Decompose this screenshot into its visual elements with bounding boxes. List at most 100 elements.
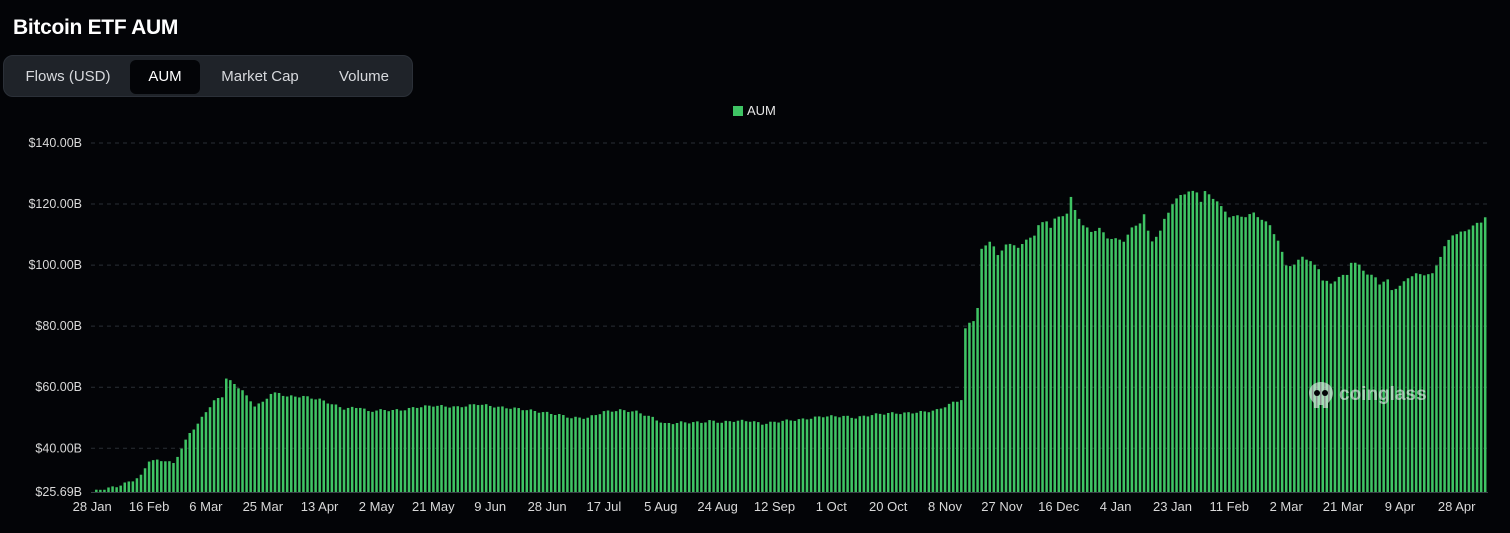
- aum-bar[interactable]: [233, 383, 236, 492]
- aum-bar[interactable]: [103, 489, 106, 492]
- aum-bar[interactable]: [346, 407, 350, 492]
- aum-bar[interactable]: [448, 407, 451, 492]
- aum-bar[interactable]: [821, 417, 825, 492]
- aum-bar[interactable]: [1471, 225, 1475, 493]
- aum-bar[interactable]: [1256, 217, 1260, 492]
- aum-bar[interactable]: [1463, 231, 1467, 492]
- aum-bar[interactable]: [1394, 288, 1398, 492]
- aum-bar[interactable]: [793, 420, 797, 492]
- aum-bar[interactable]: [696, 421, 699, 492]
- aum-bar[interactable]: [931, 410, 935, 492]
- aum-bar[interactable]: [1016, 247, 1020, 492]
- aum-bar[interactable]: [797, 419, 801, 492]
- aum-bar[interactable]: [578, 417, 581, 492]
- aum-bar[interactable]: [367, 411, 370, 492]
- aum-bar[interactable]: [801, 418, 805, 492]
- aum-bar[interactable]: [111, 486, 114, 492]
- aum-bar[interactable]: [383, 410, 386, 492]
- aum-bar[interactable]: [769, 421, 772, 492]
- aum-bar[interactable]: [131, 481, 135, 492]
- aum-bar[interactable]: [310, 398, 313, 492]
- aum-bar[interactable]: [1398, 285, 1402, 492]
- aum-bar[interactable]: [623, 410, 626, 492]
- aum-bar[interactable]: [1358, 264, 1361, 492]
- aum-bar[interactable]: [350, 406, 354, 492]
- aum-bar[interactable]: [541, 412, 545, 492]
- aum-bar[interactable]: [675, 423, 679, 492]
- aum-bar[interactable]: [1475, 222, 1479, 492]
- aum-bar[interactable]: [363, 408, 366, 492]
- aum-bar[interactable]: [927, 412, 931, 492]
- aum-bar[interactable]: [196, 423, 200, 492]
- aum-bar[interactable]: [107, 487, 110, 492]
- aum-bar[interactable]: [1126, 234, 1130, 492]
- aum-bar[interactable]: [509, 408, 512, 492]
- aum-bar[interactable]: [1106, 238, 1109, 492]
- aum-bar[interactable]: [1240, 216, 1243, 493]
- aum-bar[interactable]: [1293, 264, 1296, 492]
- aum-bar[interactable]: [1366, 274, 1369, 492]
- aum-bar[interactable]: [1167, 212, 1170, 492]
- aum-bar[interactable]: [269, 393, 273, 492]
- aum-bar[interactable]: [1459, 231, 1463, 492]
- aum-bar[interactable]: [1211, 198, 1215, 492]
- aum-bar[interactable]: [472, 404, 476, 492]
- aum-bar[interactable]: [996, 255, 1000, 492]
- aum-bar[interactable]: [1427, 274, 1430, 492]
- aum-bar[interactable]: [647, 415, 650, 492]
- aum-bar[interactable]: [809, 418, 813, 492]
- aum-bar[interactable]: [1435, 265, 1438, 493]
- aum-bar[interactable]: [618, 409, 622, 492]
- aum-bar[interactable]: [858, 416, 862, 492]
- aum-bar[interactable]: [176, 456, 179, 492]
- aum-bar[interactable]: [704, 422, 707, 492]
- aum-bar[interactable]: [1431, 273, 1434, 492]
- aum-bar[interactable]: [460, 407, 464, 492]
- aum-bar[interactable]: [338, 407, 342, 492]
- aum-bar[interactable]: [610, 411, 614, 492]
- aum-bar[interactable]: [947, 403, 951, 492]
- aum-bar[interactable]: [631, 411, 634, 492]
- aum-bar[interactable]: [943, 407, 947, 492]
- aum-bar[interactable]: [732, 421, 736, 492]
- aum-bar[interactable]: [805, 419, 809, 492]
- aum-bar[interactable]: [1045, 221, 1048, 492]
- aum-bar[interactable]: [322, 400, 325, 492]
- aum-bar[interactable]: [277, 393, 281, 492]
- aum-bar[interactable]: [972, 321, 975, 492]
- aum-bar[interactable]: [1195, 192, 1199, 492]
- aum-bar[interactable]: [667, 422, 671, 492]
- aum-bar[interactable]: [115, 487, 118, 492]
- aum-bar[interactable]: [1215, 201, 1219, 493]
- aum-bar[interactable]: [1280, 251, 1284, 492]
- tab-volume[interactable]: Volume: [338, 68, 390, 85]
- aum-bar[interactable]: [1423, 275, 1426, 492]
- aum-bar[interactable]: [895, 413, 898, 492]
- aum-bar[interactable]: [598, 414, 602, 492]
- aum-bar[interactable]: [436, 405, 439, 492]
- aum-bar[interactable]: [1410, 276, 1414, 492]
- aum-bar[interactable]: [424, 405, 427, 492]
- aum-bar[interactable]: [643, 415, 646, 492]
- aum-bar[interactable]: [281, 395, 285, 492]
- tab-market-cap[interactable]: Market Cap: [221, 68, 299, 85]
- aum-bar[interactable]: [724, 420, 728, 492]
- aum-bar[interactable]: [1289, 266, 1292, 492]
- aum-bar[interactable]: [915, 412, 918, 492]
- aum-bar[interactable]: [708, 420, 711, 492]
- aum-bar[interactable]: [1317, 269, 1320, 492]
- aum-bar[interactable]: [907, 412, 910, 492]
- aum-bar[interactable]: [127, 481, 131, 492]
- tab-flows-usd[interactable]: Flows (USD): [25, 68, 111, 85]
- aum-bar[interactable]: [984, 245, 987, 492]
- aum-bar[interactable]: [212, 400, 216, 492]
- aum-bar[interactable]: [968, 322, 971, 492]
- aum-bar[interactable]: [371, 411, 374, 492]
- aum-bar[interactable]: [1207, 194, 1211, 493]
- aum-bar[interactable]: [330, 404, 334, 492]
- aum-bar[interactable]: [813, 416, 817, 492]
- aum-bar[interactable]: [1114, 238, 1117, 492]
- aum-bar[interactable]: [1414, 273, 1418, 492]
- aum-bar[interactable]: [1073, 210, 1077, 492]
- aum-bar[interactable]: [683, 422, 687, 492]
